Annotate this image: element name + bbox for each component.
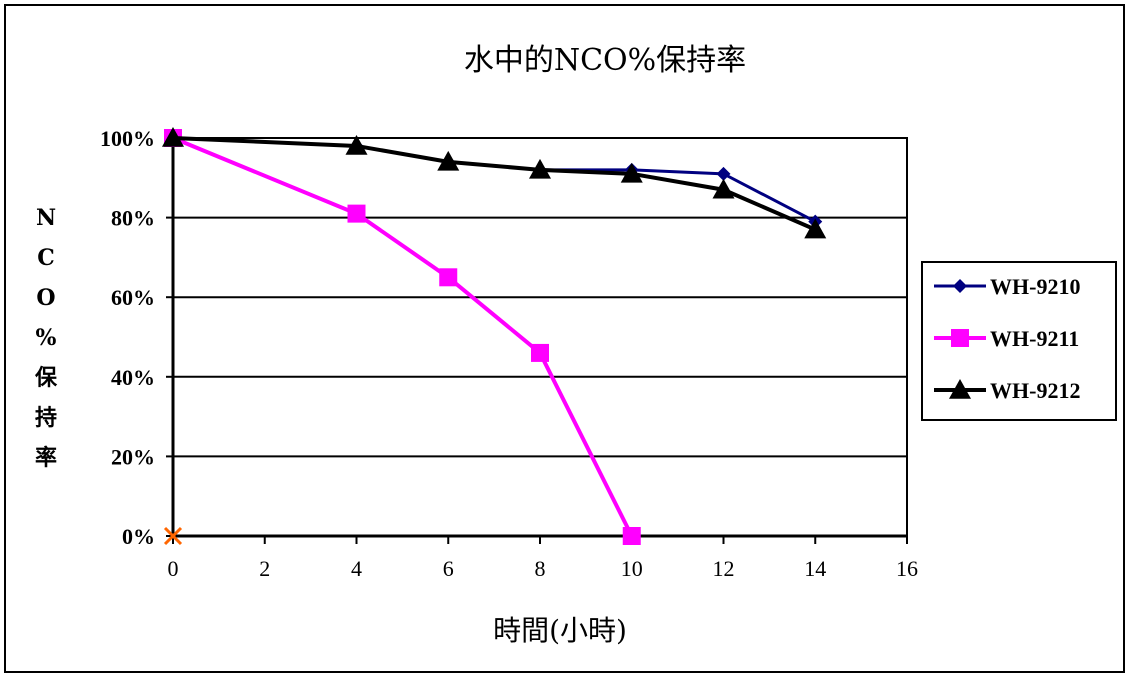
- plot-background: [172, 137, 908, 537]
- y-axis-label-char: 保: [34, 365, 58, 391]
- chart-title: 水中的NCO%保持率: [464, 43, 746, 78]
- legend-marker: [949, 379, 971, 399]
- x-tick-label: 2: [259, 556, 270, 581]
- legend-item: WH-9211: [934, 326, 1079, 351]
- y-tick-label: 40%: [111, 365, 155, 390]
- series-WH-9211: [164, 129, 641, 545]
- x-tick-label: 6: [443, 556, 454, 581]
- legend-label: WH-9212: [990, 378, 1080, 403]
- x-tick-label: 10: [621, 556, 643, 581]
- legend: WH-9210 WH-9211 WH-9212: [921, 261, 1117, 421]
- data-point: [712, 178, 735, 199]
- y-axis-label-char: C: [37, 245, 55, 271]
- data-point: [345, 134, 368, 155]
- legend-item: WH-9212: [934, 378, 1080, 403]
- data-point: [437, 150, 460, 171]
- data-point: [716, 166, 731, 181]
- x-tick-label: 14: [804, 556, 826, 581]
- data-point: [531, 343, 549, 362]
- y-tick-label: 60%: [111, 285, 155, 310]
- data-point: [162, 127, 184, 147]
- origin-x-marker: [163, 526, 183, 546]
- series-WH-9212: [162, 127, 827, 239]
- data-point: [439, 268, 458, 287]
- x-tick-label: 12: [713, 556, 735, 581]
- x-axis-label: 時間(小時): [493, 614, 627, 647]
- x-tick-label: 4: [351, 556, 362, 581]
- x-tick-label: 8: [535, 556, 546, 581]
- y-axis-label-char: N: [36, 205, 56, 231]
- plot-area: 0% 20% 40% 60% 80% 100% 0 2 4 6 8 10 12 14 16: [100, 126, 918, 581]
- x-tick-label: 16: [896, 556, 918, 581]
- data-point: [804, 218, 827, 239]
- y-tick-label: 20%: [111, 444, 155, 469]
- data-point: [620, 162, 643, 183]
- y-tick-label: 0%: [122, 524, 155, 549]
- y-axis-label-char: O: [36, 285, 55, 311]
- legend-label: WH-9211: [990, 326, 1079, 351]
- legend-marker: [953, 279, 967, 293]
- y-axis-label-char: 持: [35, 405, 57, 431]
- legend-item: WH-9210: [934, 274, 1080, 299]
- data-point: [622, 527, 641, 545]
- y-tick-label: 100%: [100, 126, 155, 151]
- marker-stroke: [163, 526, 183, 546]
- y-axis-label: NCO% 保持率: [34, 205, 58, 471]
- x-tick-label: 0: [168, 556, 179, 581]
- y-tick-label: 80%: [111, 206, 155, 231]
- data-point: [529, 158, 551, 179]
- legend-label: WH-9210: [990, 274, 1080, 299]
- legend-marker: [951, 329, 969, 347]
- y-axis-label-char: 率: [35, 445, 57, 471]
- data-point: [347, 204, 366, 223]
- y-axis-label-char: %: [36, 325, 57, 351]
